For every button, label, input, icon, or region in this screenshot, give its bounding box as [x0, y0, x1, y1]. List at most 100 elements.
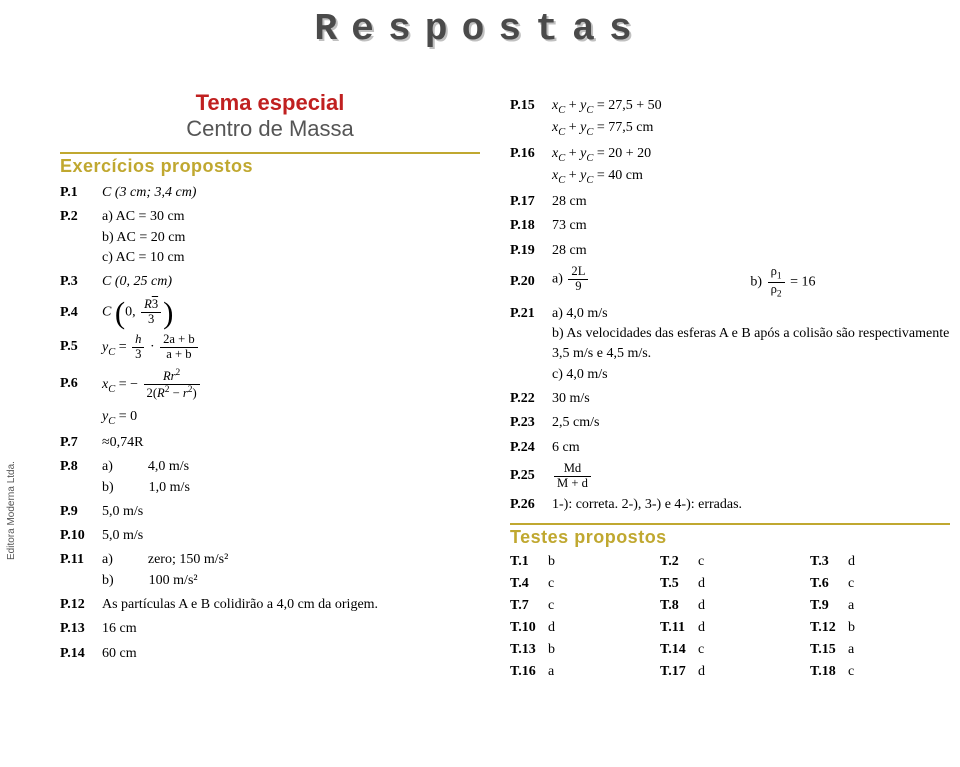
p21-ans: a) 4,0 m/s b) As velocidades das esferas… — [552, 304, 950, 385]
test-num: T.4 — [510, 576, 548, 592]
p16-row: P.16 xC + yC = 20 + 20 xC + yC = 40 cm — [510, 144, 950, 188]
p15-a: xC + yC = 27,5 + 50 — [552, 96, 950, 118]
p2-num: P.2 — [60, 207, 102, 227]
test-num: T.11 — [660, 620, 698, 636]
test-ans: c — [848, 664, 854, 680]
test-item: T.18c — [810, 664, 950, 680]
test-ans: b — [548, 642, 555, 658]
p20-a: a) 2L9 — [552, 265, 590, 300]
test-ans: c — [698, 642, 704, 658]
test-ans: d — [848, 554, 855, 570]
test-item: T.13b — [510, 642, 650, 658]
p22-num: P.22 — [510, 389, 552, 409]
p17-num: P.17 — [510, 192, 552, 212]
test-item: T.15a — [810, 642, 950, 658]
p11-num: P.11 — [60, 550, 102, 570]
p20-ans: a) 2L9 b) ρ1ρ2 = 16 — [552, 265, 950, 300]
test-num: T.8 — [660, 598, 698, 614]
p4-row: P.4 C 0, R33 — [60, 298, 480, 327]
test-num: T.14 — [660, 642, 698, 658]
p19-num: P.19 — [510, 241, 552, 261]
p14-row: P.14 60 cm — [60, 644, 480, 664]
p14-num: P.14 — [60, 644, 102, 664]
test-ans: d — [698, 620, 705, 636]
test-num: T.18 — [810, 664, 848, 680]
p5-row: P.5 yC = h3 · 2a + ba + b — [60, 333, 480, 362]
p7-row: P.7 ≈0,74R — [60, 433, 480, 453]
p16-b: xC + yC = 40 cm — [552, 166, 950, 188]
p11-row: P.11 a) zero; 150 m/s² b) 100 m/s² — [60, 550, 480, 591]
p9-row: P.9 5,0 m/s — [60, 502, 480, 522]
p13-row: P.13 16 cm — [60, 619, 480, 639]
test-ans: b — [848, 620, 855, 636]
p10-num: P.10 — [60, 526, 102, 546]
test-item: T.6c — [810, 576, 950, 592]
p7-ans: ≈0,74R — [102, 433, 480, 453]
test-num: T.6 — [810, 576, 848, 592]
test-item: T.8d — [660, 598, 800, 614]
p20-row: P.20 a) 2L9 b) ρ1ρ2 = 16 — [510, 265, 950, 300]
p25-ans: MdM + d — [552, 462, 950, 491]
test-item: T.4c — [510, 576, 650, 592]
p8-num: P.8 — [60, 457, 102, 477]
test-item: T.17d — [660, 664, 800, 680]
p11-b: b) 100 m/s² — [102, 571, 480, 591]
test-ans: c — [548, 576, 554, 592]
test-item: T.3d — [810, 554, 950, 570]
test-ans: c — [698, 554, 704, 570]
p21-row: P.21 a) 4,0 m/s b) As velocidades das es… — [510, 304, 950, 385]
p15-row: P.15 xC + yC = 27,5 + 50 xC + yC = 77,5 … — [510, 96, 950, 140]
p18-ans: 73 cm — [552, 216, 950, 236]
section-tests-head: Testes propostos — [510, 523, 950, 548]
p8-a: a) 4,0 m/s — [102, 457, 480, 477]
test-ans: d — [698, 576, 705, 592]
p12-ans: As partículas A e B colidirão a 4,0 cm d… — [102, 595, 480, 615]
p16-ans: xC + yC = 20 + 20 xC + yC = 40 cm — [552, 144, 950, 188]
p23-ans: 2,5 cm/s — [552, 413, 950, 433]
p16-a: xC + yC = 20 + 20 — [552, 144, 950, 166]
test-ans: c — [848, 576, 854, 592]
p2-a: a) AC = 30 cm — [102, 207, 480, 227]
p21-num: P.21 — [510, 304, 552, 324]
p8-row: P.8 a) 4,0 m/s b) 1,0 m/s — [60, 457, 480, 498]
p7-num: P.7 — [60, 433, 102, 453]
test-item: T.14c — [660, 642, 800, 658]
p6b-row: yC = 0 — [60, 407, 480, 429]
test-num: T.9 — [810, 598, 848, 614]
p24-ans: 6 cm — [552, 438, 950, 458]
p12-row: P.12 As partículas A e B colidirão a 4,0… — [60, 595, 480, 615]
test-num: T.5 — [660, 576, 698, 592]
p11-ans: a) zero; 150 m/s² b) 100 m/s² — [102, 550, 480, 591]
p26-num: P.26 — [510, 495, 552, 515]
p4-num: P.4 — [60, 303, 102, 323]
p13-ans: 16 cm — [102, 619, 480, 639]
test-item: T.1b — [510, 554, 650, 570]
p22-ans: 30 m/s — [552, 389, 950, 409]
p15-b: xC + yC = 77,5 cm — [552, 118, 950, 140]
p21-a: a) 4,0 m/s — [552, 304, 950, 324]
p3-num: P.3 — [60, 272, 102, 292]
title-special: Tema especial — [60, 90, 480, 116]
p17-row: P.1728 cm — [510, 192, 950, 212]
test-ans: a — [548, 664, 554, 680]
p8-ans: a) 4,0 m/s b) 1,0 m/s — [102, 457, 480, 498]
p19-ans: 28 cm — [552, 241, 950, 261]
p18-row: P.1873 cm — [510, 216, 950, 236]
test-num: T.17 — [660, 664, 698, 680]
p25-row: P.25 MdM + d — [510, 462, 950, 491]
p13-num: P.13 — [60, 619, 102, 639]
test-ans: a — [848, 642, 854, 658]
test-num: T.16 — [510, 664, 548, 680]
p16-num: P.16 — [510, 144, 552, 164]
test-ans: b — [548, 554, 555, 570]
test-num: T.12 — [810, 620, 848, 636]
test-item: T.16a — [510, 664, 650, 680]
p23-num: P.23 — [510, 413, 552, 433]
p5-num: P.5 — [60, 337, 102, 357]
p9-num: P.9 — [60, 502, 102, 522]
page-banner: Respostas — [314, 8, 645, 51]
test-ans: d — [698, 598, 705, 614]
p23-row: P.232,5 cm/s — [510, 413, 950, 433]
p11-a: a) zero; 150 m/s² — [102, 550, 480, 570]
test-num: T.13 — [510, 642, 548, 658]
